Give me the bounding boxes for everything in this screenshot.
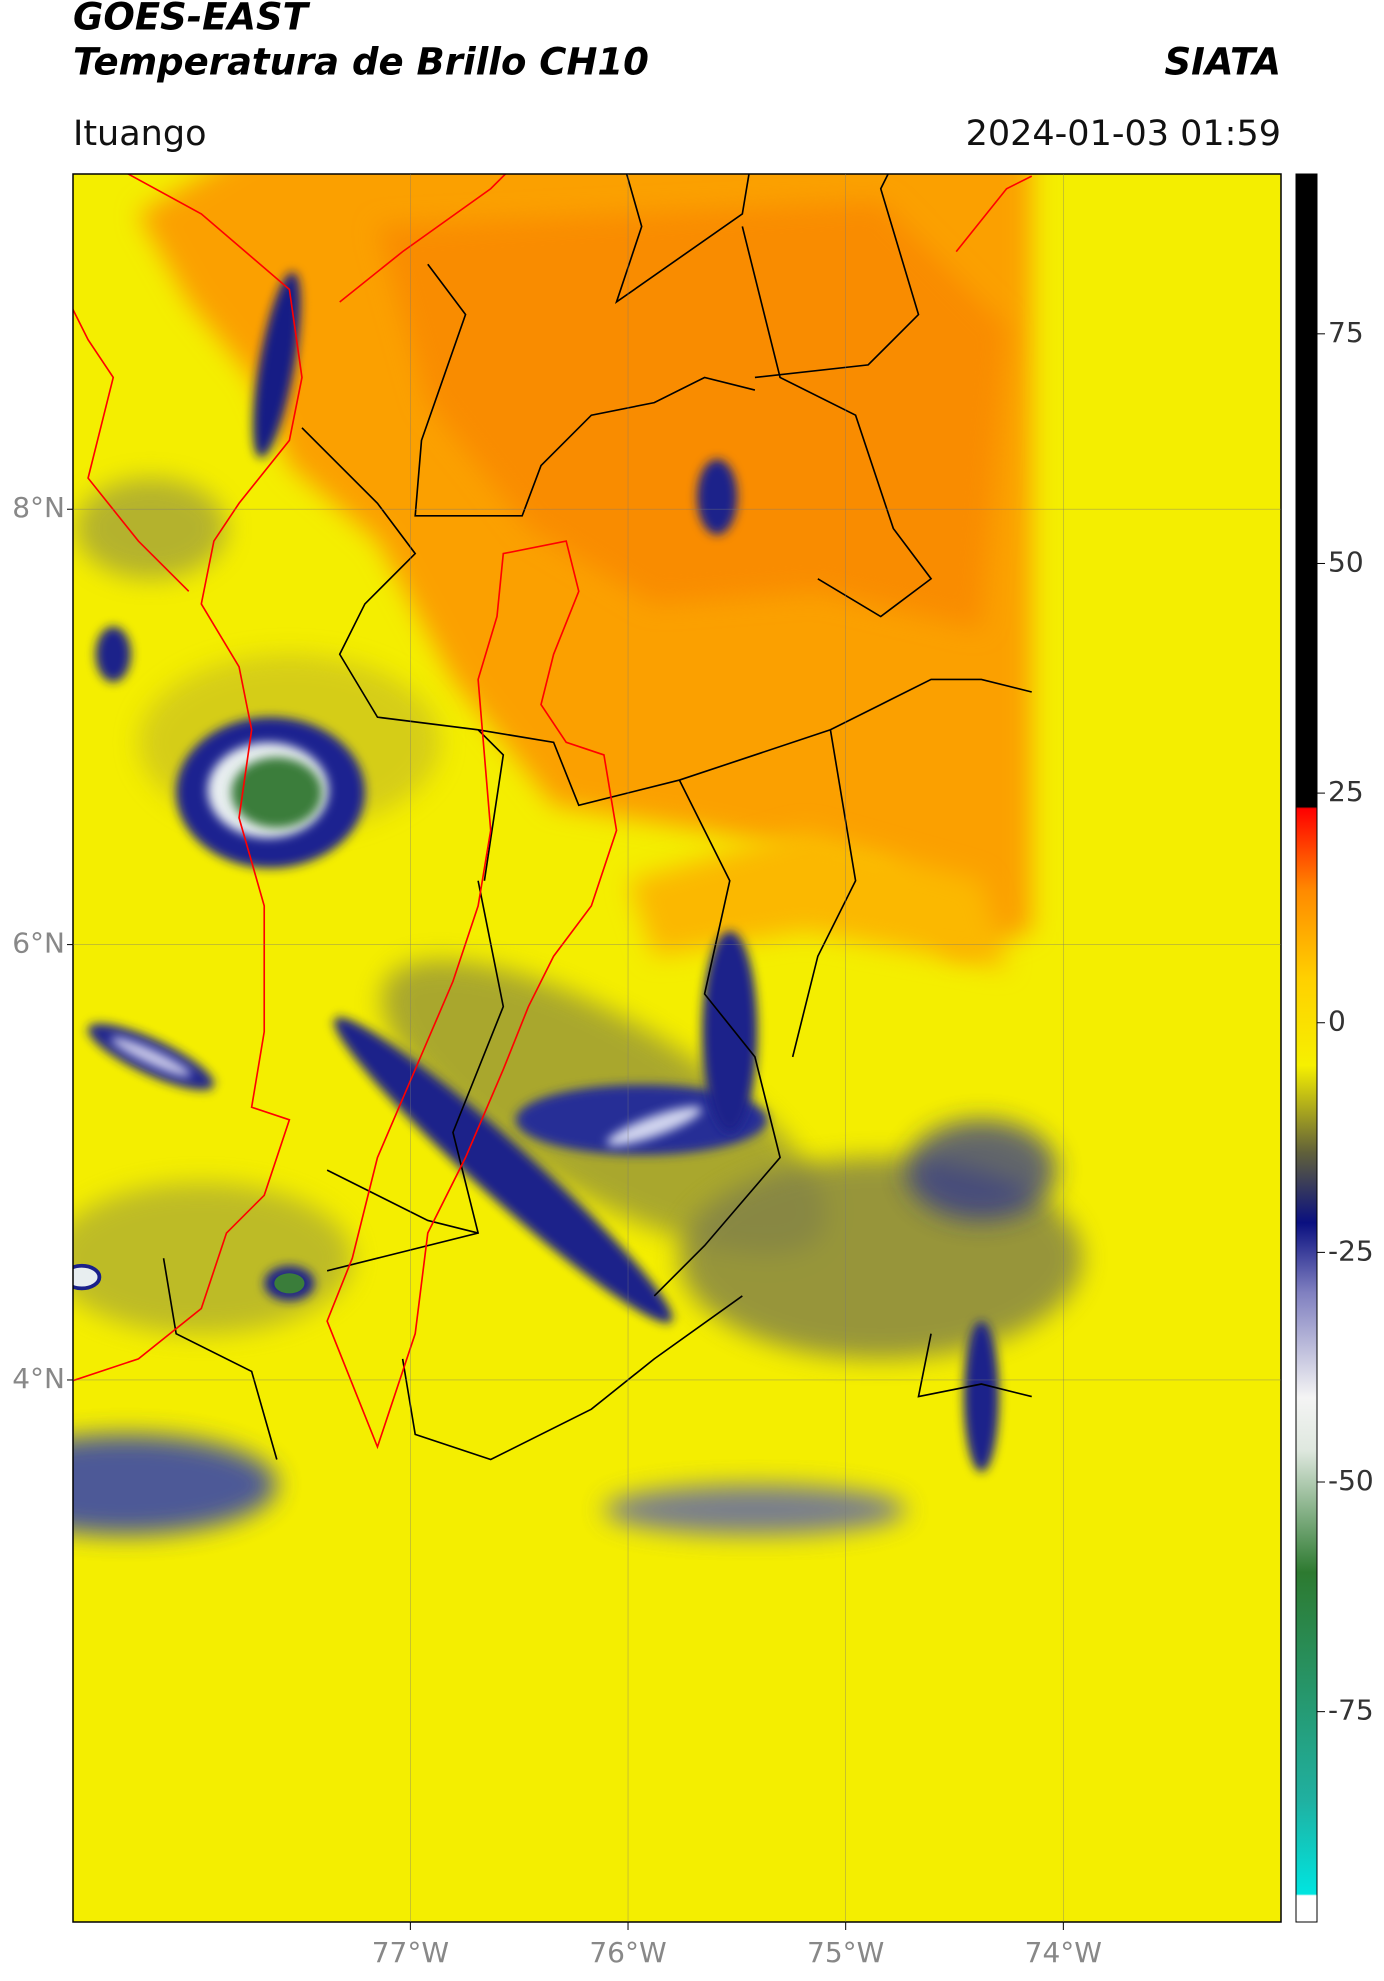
colorbar-tick-label: 50 bbox=[1328, 545, 1364, 578]
y-tick-label: 6°N bbox=[12, 927, 65, 960]
x-tick-label: 77°W bbox=[372, 1936, 449, 1969]
colorbar bbox=[1295, 173, 1318, 1923]
y-tick-label: 8°N bbox=[12, 491, 65, 524]
colorbar-tick-label: -75 bbox=[1328, 1694, 1374, 1727]
colorbar-tick-label: -50 bbox=[1328, 1464, 1374, 1497]
x-tick-label: 74°W bbox=[1025, 1936, 1102, 1969]
colorbar-tick-label: 75 bbox=[1328, 316, 1364, 349]
y-tick-label: 4°N bbox=[12, 1362, 65, 1395]
colorbar-tick-label: -25 bbox=[1328, 1234, 1374, 1267]
map-frame bbox=[72, 173, 1282, 1923]
subtitle: Temperatura de Brillo CH10 bbox=[73, 41, 649, 84]
map-image bbox=[73, 174, 1281, 1922]
colorbar-tick-label: 25 bbox=[1328, 775, 1364, 808]
x-tick-label: 75°W bbox=[807, 1936, 884, 1969]
location: Ituango bbox=[73, 114, 207, 154]
colorbar-tick-label: 0 bbox=[1328, 1005, 1346, 1038]
x-tick-label: 76°W bbox=[589, 1936, 666, 1969]
timestamp: 2024-01-03 01:59 bbox=[966, 114, 1281, 154]
title: GOES-EAST bbox=[73, 0, 311, 39]
organization: SIATA bbox=[1164, 41, 1281, 84]
